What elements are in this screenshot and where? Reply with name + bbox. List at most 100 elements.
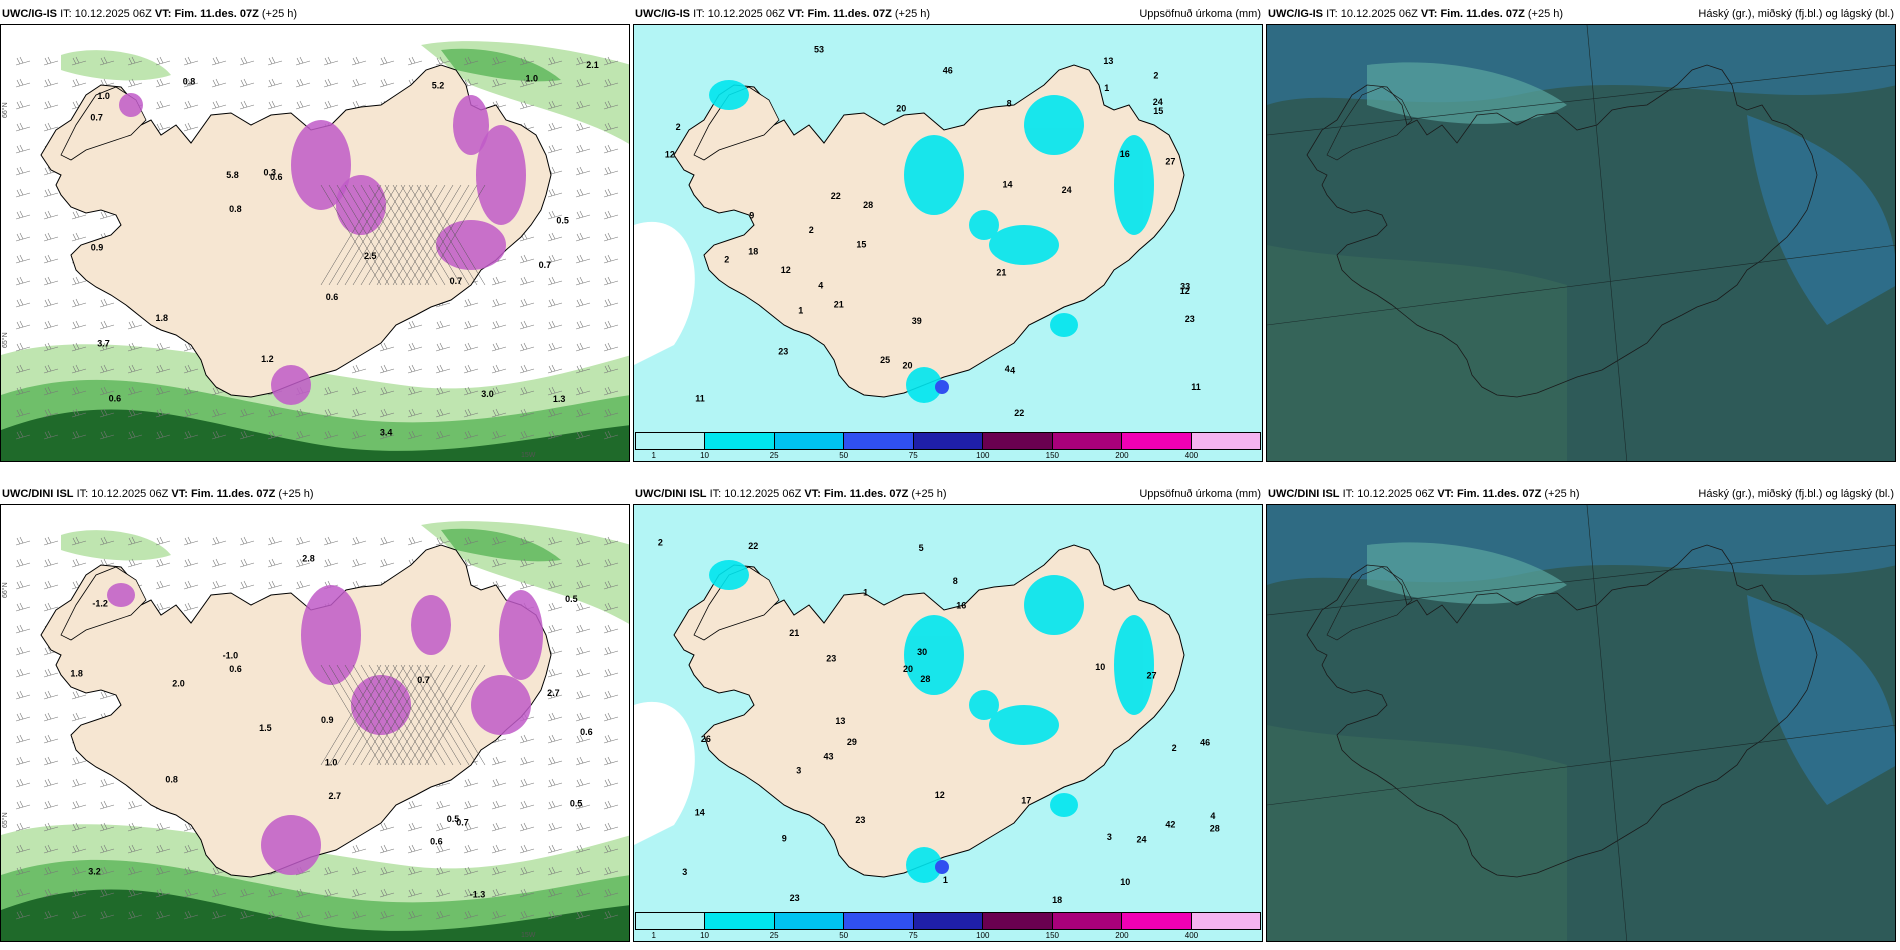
colorbar-swatch: [844, 913, 914, 929]
colorbar-tick-label: 50: [839, 451, 849, 460]
map-value-label: 1.5: [259, 723, 272, 733]
map-value-label: 3.4: [380, 428, 393, 438]
map-value-label: 14: [1003, 180, 1013, 190]
map-value-label: 1: [798, 305, 803, 315]
latitude-label-65n: 65°N: [1, 332, 9, 348]
valid-time: Fim. 11.des. 07Z: [174, 8, 259, 20]
map-value-label: 4: [1010, 365, 1015, 375]
map-value-label: 16: [1120, 149, 1130, 159]
map-value-label: 1.8: [70, 669, 83, 679]
map-value-label: 10: [1120, 877, 1130, 887]
map-frame: 66°N 65°N 15W 0.7 0.7 0.6 0.8 0.6 3.0 3.7 5.2 5.8 3.…: [0, 24, 630, 462]
colorbar-ticks: 1 10 25 50 75 100 150 200 400: [635, 451, 1261, 463]
valid-time-label: VT:: [1420, 8, 1438, 20]
map-value-label: 18: [748, 247, 758, 257]
valid-time: Fim. 11.des. 07Z: [190, 488, 276, 500]
map-value-label: -1.2: [92, 599, 108, 609]
map-value-label: 0.5: [447, 814, 460, 824]
map-value-label: -1.0: [223, 650, 239, 660]
map-value-label: 0.7: [539, 260, 552, 270]
map-value-label: 1: [863, 588, 868, 598]
map-svg: [1267, 25, 1895, 461]
latitude-label-66n: 66°N: [1, 102, 9, 118]
map-value-label: 0.5: [565, 594, 578, 604]
map-value-label: 23: [855, 815, 865, 825]
longitude-label-15w: 15W: [521, 932, 536, 939]
hatch-area: [320, 184, 486, 286]
map-value-label: 42: [1165, 819, 1175, 829]
map-value-label: 3.2: [88, 866, 101, 876]
map-value-label: 43: [824, 752, 834, 762]
graticule-lines: [1267, 505, 1895, 941]
lead-time: (+25 h): [278, 488, 314, 500]
colorbar-swatch: [705, 913, 775, 929]
map-value-label: 24: [1062, 185, 1072, 195]
map-value-label: 12: [665, 149, 675, 159]
map-value-label: 0.6: [109, 394, 122, 404]
latitude-label-65n: 65°N: [1, 812, 9, 828]
colorbar-swatch: [983, 433, 1053, 449]
colorbar-swatch: [1052, 433, 1123, 449]
valid-time-label: VT:: [787, 8, 805, 20]
model-name: UWC/IG-IS: [635, 8, 690, 20]
map-value-label: 46: [1200, 738, 1210, 748]
temperature-shading: [1, 41, 629, 461]
map-value-label: 13: [835, 716, 845, 726]
colorbar-tick-label: 75: [908, 931, 918, 940]
map-value-label: 4: [1005, 364, 1010, 374]
panel-title: UWC/IG-IS IT: 10.12.2025 06Z VT: Fim. 11…: [1268, 8, 1563, 20]
map-value-label: 0.5: [570, 799, 583, 809]
map-value-label: 11: [1191, 382, 1201, 392]
map-value-label: 0.6: [270, 172, 283, 182]
precip-blobs: [119, 93, 526, 405]
colorbar-swatch: [983, 913, 1053, 929]
map-value-label: 9: [782, 834, 787, 844]
valid-time-label: VT:: [171, 488, 188, 500]
panel-dini-precipitation: UWC/DINI ISL IT: 10.12.2025 06Z VT: Fim.…: [633, 480, 1263, 943]
map-value-label: 27: [1147, 671, 1157, 681]
map-value-label: 24: [1153, 97, 1163, 107]
field-title: Uppsöfnuð úrkoma (mm): [1139, 8, 1261, 20]
map-value-label: 12: [1180, 286, 1190, 296]
cloud-shading: [1267, 25, 1895, 461]
lead-time: (+25 h): [894, 8, 931, 20]
colorbar-ticks: 1 10 25 50 75 100 150 200 400: [635, 931, 1261, 943]
map-value-label: 8: [953, 576, 958, 586]
colorbar-swatch: [1052, 913, 1123, 929]
colorbar-swatch: [1191, 913, 1260, 929]
map-value-label: 0.3: [264, 167, 277, 177]
valid-time-label: VT:: [1437, 488, 1454, 500]
precip-shading: [709, 560, 1154, 883]
map-value-label: 16: [956, 600, 966, 610]
valid-time: Fim. 11.des. 07Z: [1440, 8, 1525, 20]
model-name: UWC/IG-IS: [1268, 8, 1323, 20]
colorbar-swatch: [774, 913, 845, 929]
map-value-label: 18: [1052, 895, 1062, 905]
colorbar-tick-label: 100: [976, 451, 990, 460]
panel-title: UWC/DINI ISL IT: 10.12.2025 06Z VT: Fim.…: [1268, 488, 1580, 500]
map-value-label: 4: [1210, 811, 1215, 821]
map-value-label: 0.6: [326, 292, 339, 302]
colorbar-swatch: [1122, 913, 1192, 929]
colorbar-tick-label: 10: [700, 931, 709, 940]
colorbar-swatch: [913, 913, 984, 929]
map-value-label: 14: [695, 808, 705, 818]
map-value-label: 22: [748, 541, 758, 551]
map-value-label: 3.0: [481, 389, 494, 399]
colorbar-tick-label: 10: [700, 451, 709, 460]
colorbar-swatch: [1191, 433, 1260, 449]
map-value-label: 33: [1180, 281, 1190, 291]
precip-shading: [709, 80, 1154, 403]
colorbar-tick-label: 200: [1115, 931, 1129, 940]
map-value-label: -1.3: [470, 889, 486, 899]
colorbar-tick-label: 1: [651, 931, 656, 940]
map-value-label: 28: [920, 674, 930, 684]
issue-time: 10.12.2025 06Z: [74, 8, 152, 20]
map-value-label: 20: [896, 103, 906, 113]
map-frame: [1266, 24, 1896, 462]
latitude-label-66n: 66°N: [1, 582, 9, 598]
map-value-label: 2.5: [364, 251, 377, 261]
map-value-label: 0.9: [91, 243, 104, 253]
map-value-label: 15: [856, 239, 866, 249]
map-value-label: 0.6: [229, 664, 242, 674]
